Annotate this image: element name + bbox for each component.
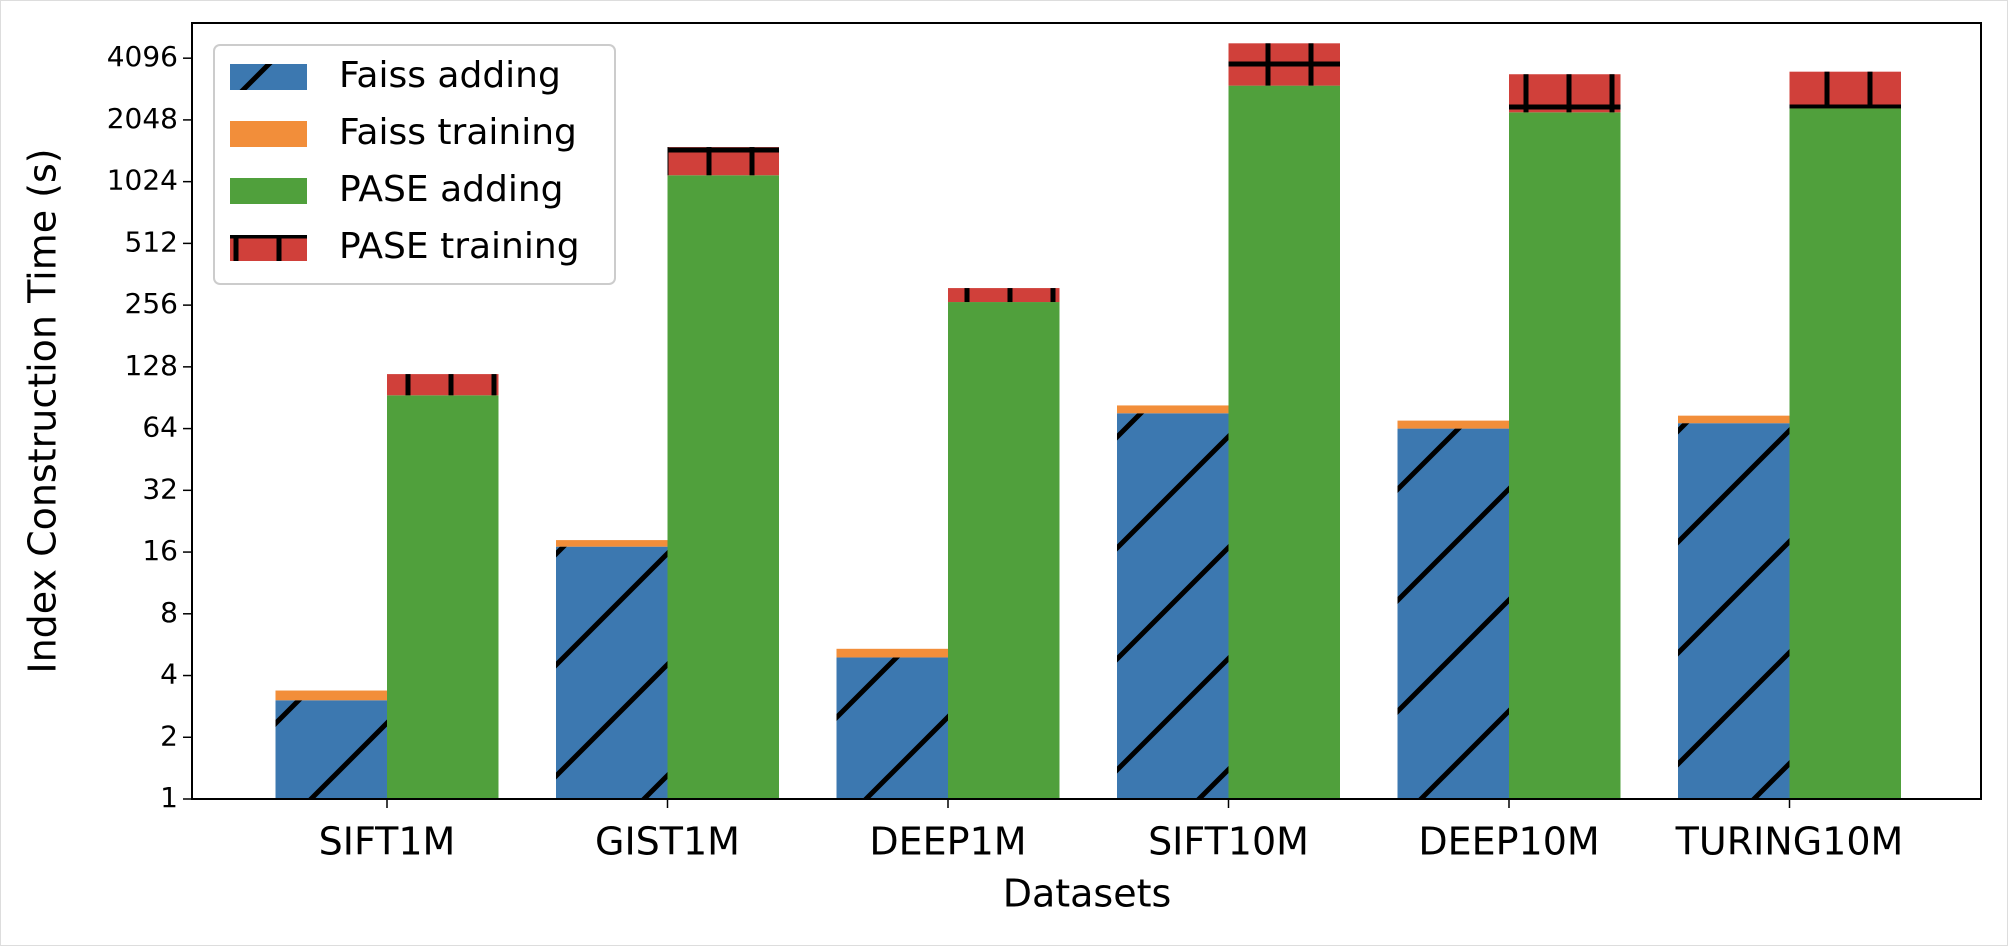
legend-label: Faiss adding	[339, 55, 561, 96]
bar-segment	[836, 648, 948, 658]
y-tick-label: 64	[142, 411, 178, 444]
bar-segment	[1117, 405, 1229, 414]
legend-label: PASE adding	[339, 169, 564, 210]
bar-segment	[1678, 415, 1790, 424]
x-tick-label: SIFT1M	[319, 820, 456, 864]
y-tick-label: 2048	[107, 102, 178, 135]
legend-swatch	[230, 121, 307, 147]
bar-segment	[1228, 85, 1340, 800]
bar-segment	[667, 175, 779, 799]
bar-hatch	[667, 147, 779, 176]
y-tick-label: 4096	[107, 40, 178, 73]
bar-segment	[1397, 420, 1509, 429]
legend-label: PASE training	[339, 226, 580, 267]
x-axis-label: Datasets	[1003, 872, 1172, 916]
y-tick-label: 8	[160, 596, 178, 629]
bar-segment	[387, 395, 499, 799]
y-tick-label: 1	[160, 781, 178, 814]
y-tick-label: 4	[160, 658, 178, 691]
y-tick-label: 256	[125, 287, 178, 320]
y-tick-label: 2	[160, 719, 178, 752]
y-tick-label: 512	[125, 225, 178, 258]
legend-label: Faiss training	[339, 112, 577, 153]
legend-hatch	[230, 235, 307, 261]
y-tick-label: 128	[125, 349, 178, 382]
x-tick-label: SIFT10M	[1148, 820, 1309, 864]
legend-hatch	[230, 64, 307, 90]
y-tick-label: 1024	[107, 164, 178, 197]
x-tick-label: DEEP1M	[869, 820, 1026, 864]
bar-hatch	[1509, 74, 1621, 113]
y-tick-label: 16	[142, 534, 178, 567]
bar-hatch	[1117, 413, 1229, 799]
bar-hatch	[1789, 71, 1901, 109]
bar-segment	[1789, 108, 1901, 799]
y-axis-label: Index Construction Time (s)	[21, 148, 65, 673]
bar-hatch	[387, 374, 499, 396]
legend-box	[213, 44, 616, 285]
x-tick-label: DEEP10M	[1418, 820, 1599, 864]
bar-segment	[948, 302, 1060, 799]
y-tick-label: 32	[142, 472, 178, 505]
bar-hatch	[1228, 43, 1340, 86]
bar-hatch	[948, 288, 1060, 303]
bar-hatch	[1397, 428, 1509, 799]
x-tick-label: TURING10M	[1675, 820, 1904, 864]
bar-hatch	[1678, 423, 1790, 799]
bar-hatch	[275, 700, 387, 799]
bar-segment	[556, 540, 668, 547]
bar-hatch	[556, 546, 668, 799]
plot-frame	[191, 22, 1982, 800]
bar-hatch	[836, 657, 948, 799]
x-tick-label: GIST1M	[595, 820, 740, 864]
legend-swatch	[230, 178, 307, 204]
bar-segment	[275, 690, 387, 701]
bar-segment	[1509, 112, 1621, 799]
